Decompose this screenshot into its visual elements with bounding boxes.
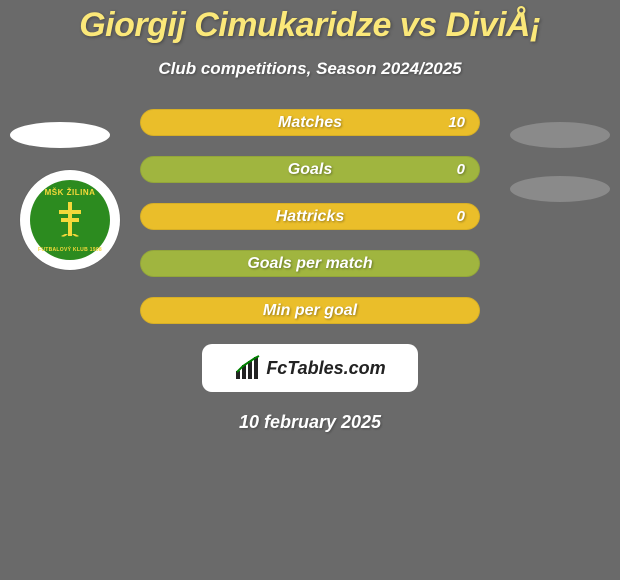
- stat-label: Hattricks: [276, 208, 344, 226]
- left-team-bubble-1: [10, 122, 110, 148]
- stat-label: Goals per match: [247, 255, 372, 273]
- stat-row: Min per goal: [0, 297, 620, 324]
- date-text: 10 february 2025: [0, 412, 620, 433]
- right-team-bubble-2: [510, 176, 610, 202]
- stat-pill: Goals 0: [140, 156, 480, 183]
- stat-pill: Hattricks 0: [140, 203, 480, 230]
- fctables-bars-icon: [234, 355, 262, 381]
- stat-label: Goals: [288, 161, 332, 179]
- team-logo-cross-icon: [55, 200, 85, 240]
- stat-value: 10: [448, 114, 465, 131]
- stat-label: Min per goal: [263, 302, 357, 320]
- team-logo-text-top: MŠK ŽILINA: [45, 188, 96, 197]
- stat-value: 0: [457, 208, 465, 225]
- stat-pill: Min per goal: [140, 297, 480, 324]
- right-team-bubble-1: [510, 122, 610, 148]
- page-title: Giorgij Cimukaridze vs DiviÅ¡: [0, 6, 620, 45]
- stat-value: 0: [457, 161, 465, 178]
- stat-pill: Goals per match: [140, 250, 480, 277]
- comparison-card: Giorgij Cimukaridze vs DiviÅ¡ Club compe…: [0, 0, 620, 580]
- team-logo-text-bot: FUTBALOVÝ KLUB 1908: [38, 247, 102, 253]
- team-logo-inner: MŠK ŽILINA FUTBALOVÝ KLUB 1908: [30, 180, 110, 260]
- fctables-text: FcTables.com: [266, 358, 385, 379]
- stat-label: Matches: [278, 114, 342, 132]
- stat-pill: Matches 10: [140, 109, 480, 136]
- team-logo-left: MŠK ŽILINA FUTBALOVÝ KLUB 1908: [20, 170, 120, 270]
- fctables-badge: FcTables.com: [202, 344, 418, 392]
- subtitle: Club competitions, Season 2024/2025: [0, 59, 620, 79]
